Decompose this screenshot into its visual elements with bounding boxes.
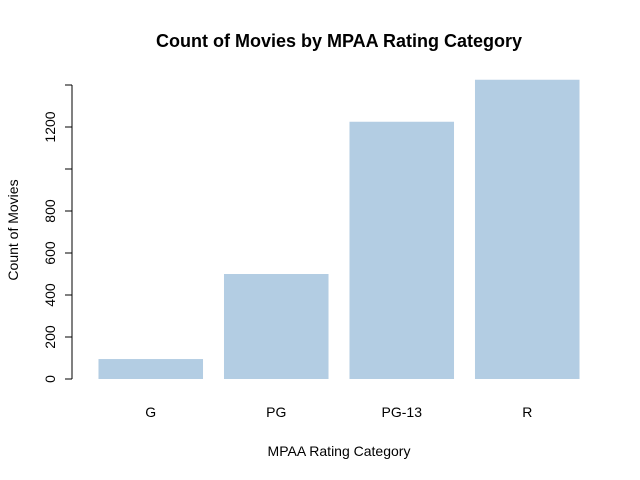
y-tick-label: 0 xyxy=(42,375,58,383)
bar-pg xyxy=(223,274,329,379)
bar-pg-13 xyxy=(349,121,455,379)
x-tick-label: PG xyxy=(266,404,286,420)
y-tick-label: 200 xyxy=(42,325,58,349)
bar-r xyxy=(474,79,580,379)
x-tick-label: PG-13 xyxy=(382,404,423,420)
x-axis-title: MPAA Rating Category xyxy=(268,443,411,459)
y-axis-title: Count of Movies xyxy=(5,179,21,280)
y-axis: 0 200 400 600 800 1200 xyxy=(42,84,73,383)
x-axis-labels: G PG PG-13 R xyxy=(145,404,532,420)
y-tick-label: 400 xyxy=(42,283,58,307)
bar-g xyxy=(98,359,204,379)
chart-title: Count of Movies by MPAA Rating Category xyxy=(156,31,522,51)
bars xyxy=(98,79,580,379)
x-tick-label: R xyxy=(522,404,532,420)
y-tick-label: 1200 xyxy=(42,111,58,142)
y-tick-label: 600 xyxy=(42,241,58,265)
y-tick-label: 800 xyxy=(42,199,58,223)
x-tick-label: G xyxy=(145,404,156,420)
